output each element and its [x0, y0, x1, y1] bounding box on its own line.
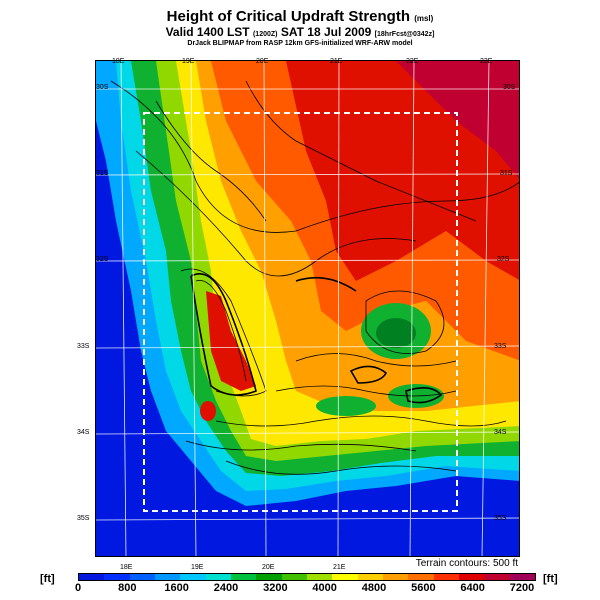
left-tick-4: 33S: [77, 343, 90, 350]
valid-date: SAT 18 Jul 2009: [280, 25, 372, 39]
top-tick-6: 23E: [480, 58, 493, 65]
colorbar-segment: [357, 574, 383, 580]
top-tick-2: 19E: [182, 58, 195, 65]
inner-domain-box: [143, 112, 458, 512]
bold-contours: [190, 273, 443, 404]
colorbar-segment: [230, 574, 257, 580]
colorbar-segment: [205, 574, 231, 580]
bottom-tick-2: 19E: [191, 564, 204, 571]
terrain-contour-note: Terrain contours: 500 ft: [415, 558, 518, 569]
left-tick-1: 30S: [96, 84, 109, 91]
right-tick-4: 33S: [494, 343, 507, 350]
top-tick-3: 20E: [256, 58, 269, 65]
left-tick-2: 31S: [96, 170, 109, 177]
model-credit: DrJack BLIPMAP from RASP 12km GFS-initia…: [187, 40, 413, 47]
right-tick-2: 31S: [500, 170, 513, 177]
right-tick-3: 32S: [497, 256, 510, 263]
inland-patch-green-3: [316, 396, 376, 416]
bottom-tick-1: 18E: [120, 564, 133, 571]
colorbar-label: 6400: [460, 582, 485, 594]
colorbar-segment: [180, 574, 206, 580]
bottom-tick-3: 20E: [262, 564, 275, 571]
title-text: Height of Critical Updraft Strength: [166, 8, 411, 25]
title-unit: (msl): [414, 14, 434, 23]
colorbar-segment: [129, 574, 155, 580]
right-tick-6: 35S: [494, 515, 507, 522]
colorbar-segment: [79, 574, 105, 580]
left-tick-5: 34S: [77, 429, 90, 436]
colorbar-segment: [382, 574, 409, 580]
colorbar: [78, 573, 536, 581]
ridge-red-spot: [200, 401, 216, 421]
colorbar-segment: [509, 574, 535, 580]
colorbar-segment: [408, 574, 434, 580]
forecast-info: [18hrFcst@0342z]: [374, 31, 435, 38]
colorbar-unit-left: [ft]: [40, 573, 55, 585]
valid-text: Valid 1400 LST: [165, 25, 250, 39]
ridge-red: [206, 291, 256, 391]
colorbar-label: 5600: [411, 582, 436, 594]
valid-time: Valid 1400 LST (1200Z) SAT 18 Jul 2009 […: [0, 25, 600, 39]
colorbar-label: 7200: [509, 582, 535, 594]
colorbar-label: 3200: [263, 582, 288, 594]
map-canvas: [96, 61, 519, 556]
colorbar-segment: [433, 574, 459, 580]
colorbar-label: 0: [74, 582, 82, 594]
left-tick-3: 32S: [96, 256, 109, 263]
colorbar-segment: [484, 574, 510, 580]
colorbar-label: 1600: [164, 582, 189, 594]
colorbar-segment: [332, 574, 358, 580]
terrain-contours: [110, 80, 519, 475]
colorbar-label: 4000: [312, 582, 337, 594]
top-tick-5: 22E: [406, 58, 419, 65]
colorbar-segment: [458, 574, 485, 580]
lat-lon-grid: [96, 61, 519, 556]
right-tick-1: 30S: [503, 84, 516, 91]
right-tick-5: 34S: [494, 429, 507, 436]
inland-patch-darkgreen: [376, 318, 416, 348]
colorbar-segment: [281, 574, 307, 580]
left-tick-6: 35S: [77, 515, 90, 522]
colorbar-label: 4800: [361, 582, 387, 594]
forecast-map: [95, 60, 520, 557]
map-title: Height of Critical Updraft Strength (msl…: [0, 8, 600, 25]
colorbar-segment: [306, 574, 333, 580]
colorbar-unit-right: [ft]: [543, 573, 558, 585]
top-tick-4: 21E: [330, 58, 343, 65]
colorbar-segment: [154, 574, 181, 580]
colorbar-label: 2400: [213, 582, 239, 594]
top-tick-1: 18E: [112, 58, 125, 65]
colorbar-label: 800: [118, 582, 137, 594]
colorbar-segment: [104, 574, 130, 580]
colorbar-segment: [256, 574, 282, 580]
bottom-tick-4: 21E: [333, 564, 346, 571]
valid-utc: (1200Z): [252, 31, 278, 38]
